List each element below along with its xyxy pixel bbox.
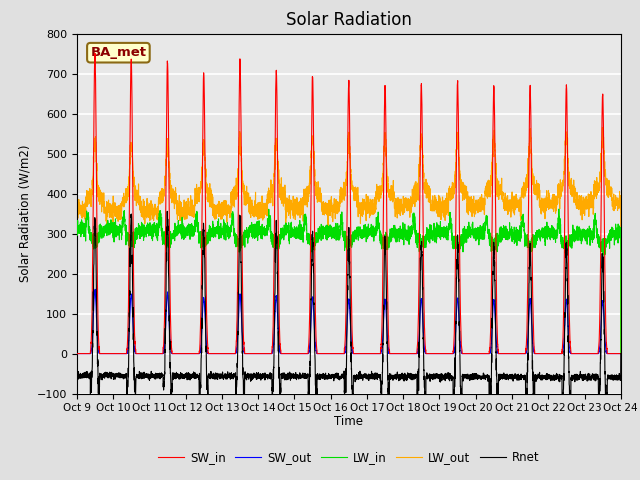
SW_out xyxy=(441,351,449,357)
X-axis label: Time: Time xyxy=(334,415,364,428)
LW_out xyxy=(328,204,336,209)
SW_out xyxy=(502,351,509,357)
LW_out xyxy=(73,212,81,217)
LW_in xyxy=(617,351,625,357)
Legend: SW_in, SW_out, LW_in, LW_out, Rnet: SW_in, SW_out, LW_in, LW_out, Rnet xyxy=(154,446,544,469)
Rnet xyxy=(163,208,171,214)
SW_in xyxy=(73,351,81,357)
SW_in xyxy=(616,351,624,357)
LW_in xyxy=(171,229,179,235)
Rnet xyxy=(329,373,337,379)
SW_in xyxy=(329,351,337,357)
SW_out xyxy=(171,351,179,357)
LW_out xyxy=(617,351,625,357)
LW_out xyxy=(502,204,509,209)
LW_in xyxy=(555,206,563,212)
SW_out xyxy=(617,351,625,357)
SW_in xyxy=(91,50,99,56)
SW_in xyxy=(617,351,625,357)
SW_out xyxy=(616,351,624,357)
SW_out xyxy=(471,351,479,357)
LW_out xyxy=(616,203,624,209)
SW_out xyxy=(329,351,337,357)
LW_out xyxy=(440,204,448,210)
SW_out xyxy=(73,351,81,357)
SW_in xyxy=(502,351,509,357)
Title: Solar Radiation: Solar Radiation xyxy=(286,11,412,29)
Line: SW_out: SW_out xyxy=(77,289,621,354)
Rnet xyxy=(471,372,479,377)
Line: LW_out: LW_out xyxy=(77,127,621,354)
Line: LW_in: LW_in xyxy=(77,209,621,354)
LW_in xyxy=(502,226,509,231)
SW_in xyxy=(171,351,179,357)
LW_in xyxy=(328,231,336,237)
Rnet xyxy=(171,372,179,378)
SW_out xyxy=(92,287,99,292)
Rnet xyxy=(73,374,81,380)
Rnet xyxy=(617,351,625,357)
Line: Rnet: Rnet xyxy=(77,211,621,416)
LW_in xyxy=(73,226,81,231)
LW_out xyxy=(171,196,179,202)
Rnet xyxy=(502,374,509,380)
Y-axis label: Solar Radiation (W/m2): Solar Radiation (W/m2) xyxy=(18,145,31,282)
Rnet xyxy=(530,413,538,419)
Line: SW_in: SW_in xyxy=(77,53,621,354)
LW_out xyxy=(471,202,479,208)
LW_in xyxy=(616,232,624,238)
Text: BA_met: BA_met xyxy=(90,46,147,59)
Rnet xyxy=(441,375,449,381)
LW_in xyxy=(471,232,479,238)
Rnet xyxy=(616,378,624,384)
SW_in xyxy=(441,351,449,357)
LW_out xyxy=(598,124,606,130)
LW_in xyxy=(440,226,448,232)
SW_in xyxy=(471,351,479,357)
